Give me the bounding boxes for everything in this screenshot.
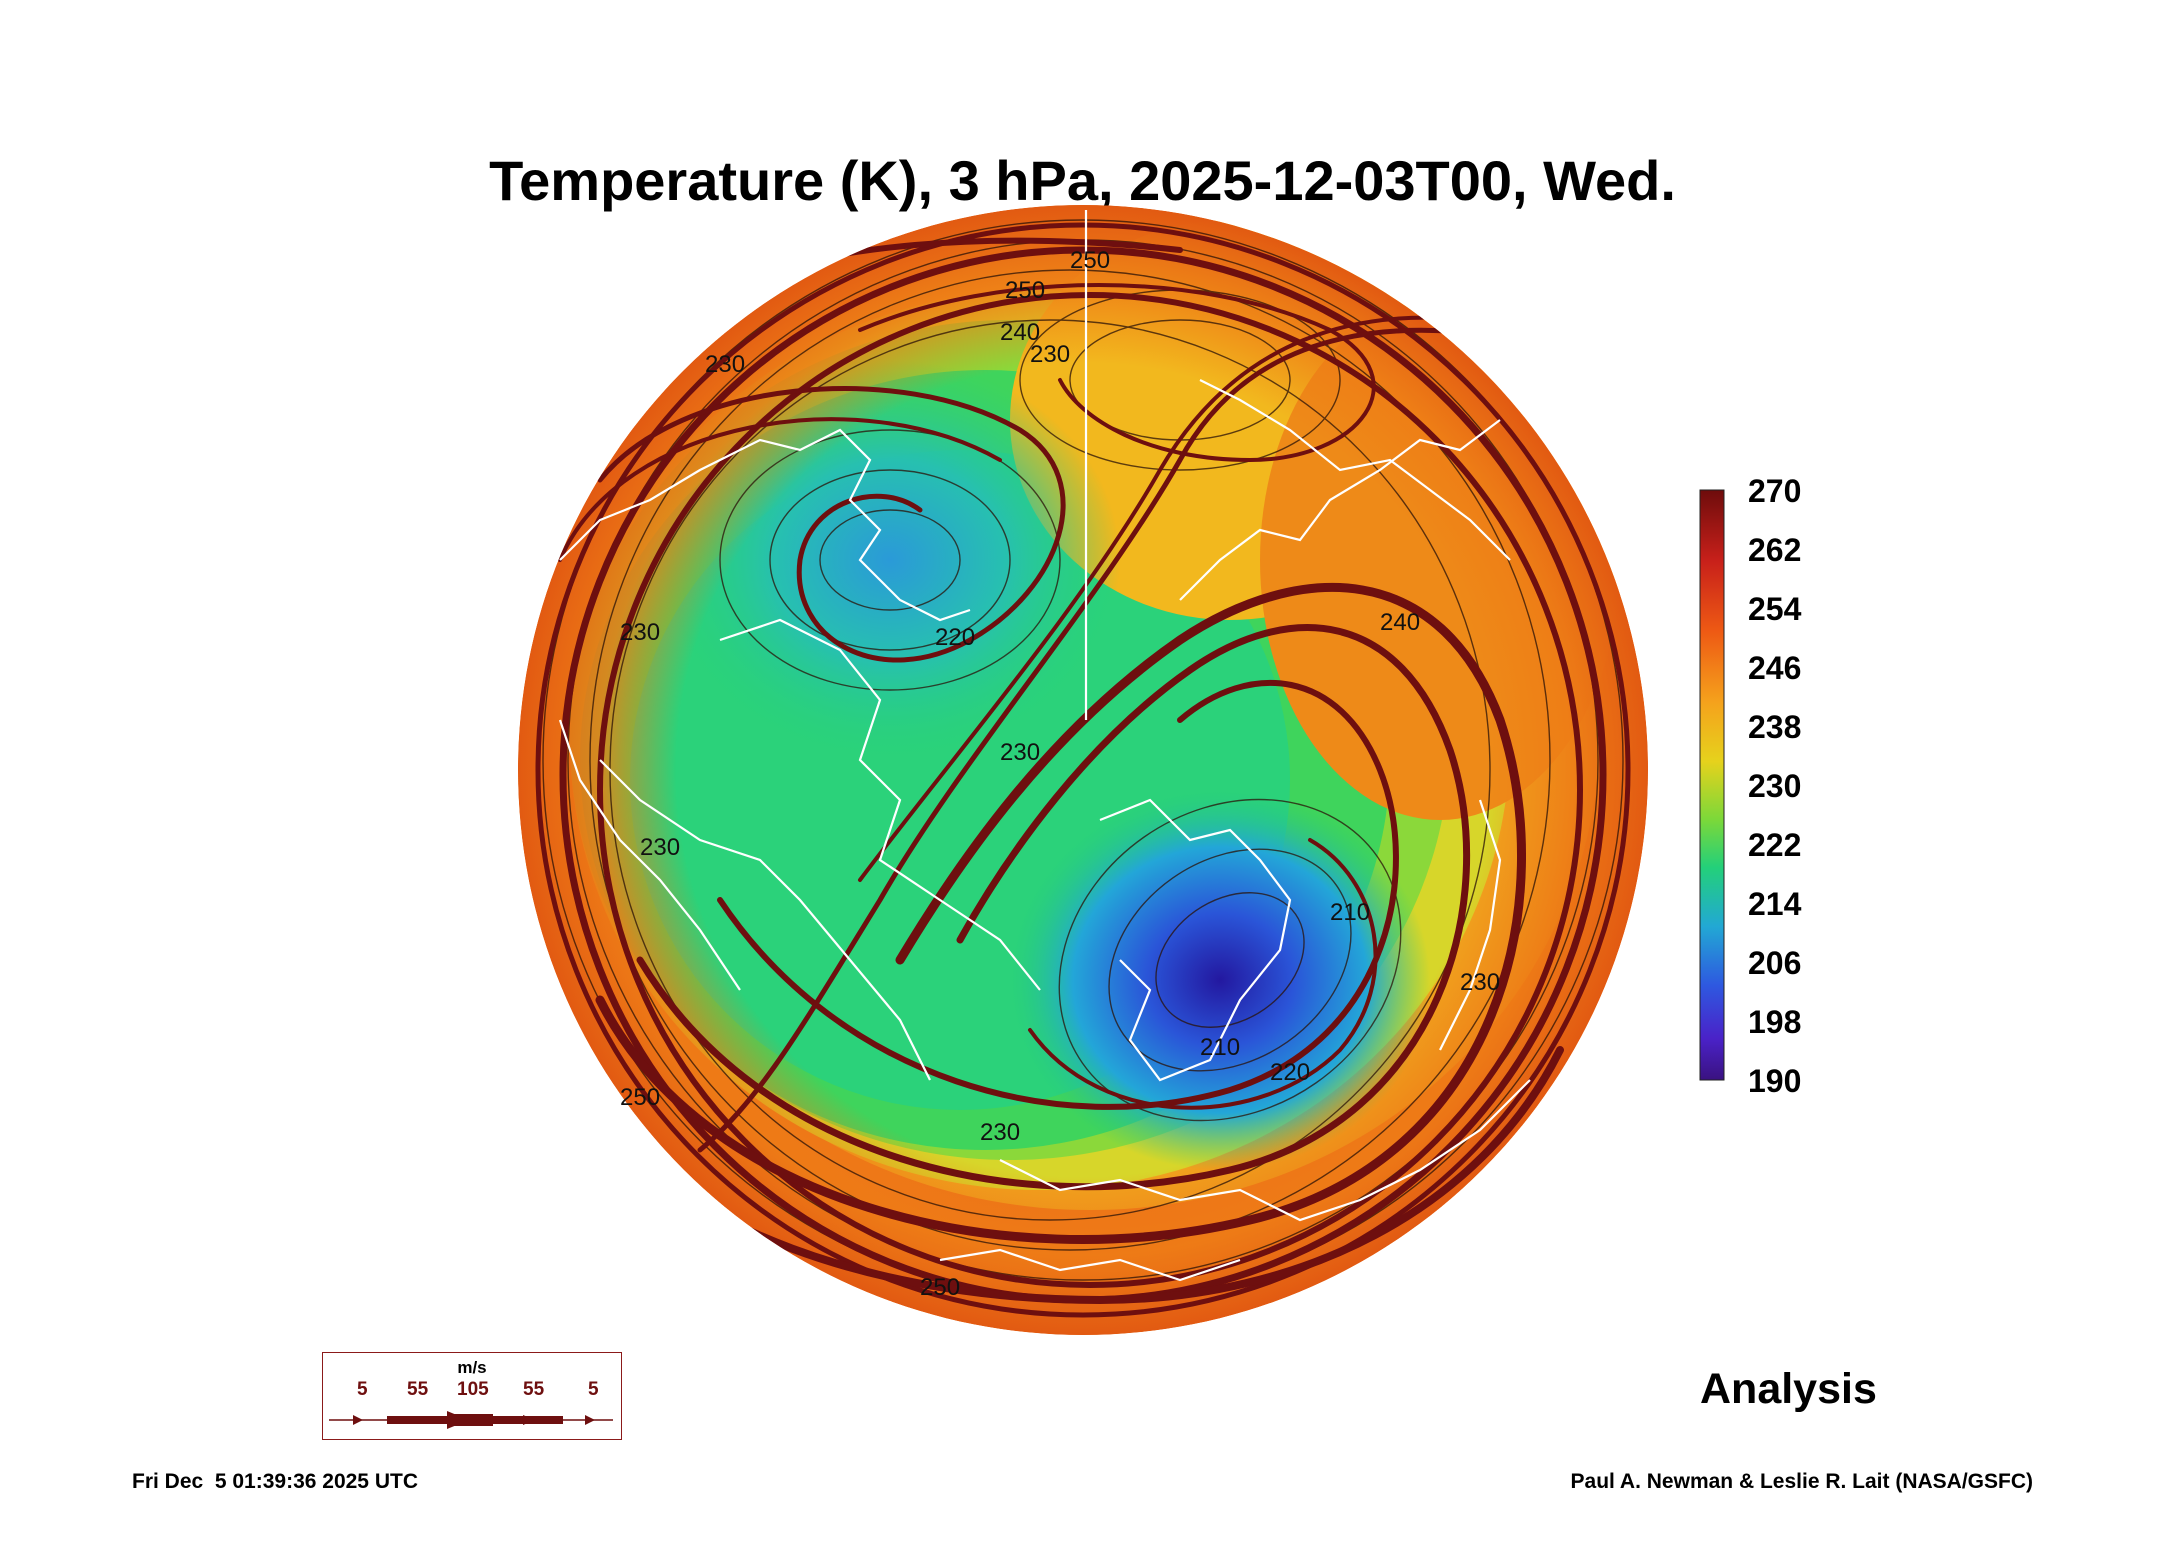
- contour-label: 230: [1030, 341, 1070, 368]
- colorbar-tick-label: 222: [1748, 827, 1802, 863]
- timestamp: Fri Dec 5 01:39:36 2025 UTC: [132, 1470, 418, 1493]
- contour-label: 210: [1200, 1034, 1240, 1061]
- colorbar-tick-label: 238: [1748, 709, 1802, 745]
- analysis-label: Analysis: [1700, 1365, 1877, 1413]
- colorbar-tick-label: 270: [1748, 473, 1802, 509]
- wind-legend-value: 55: [407, 1379, 429, 1400]
- wind-legend-value: 5: [588, 1379, 599, 1400]
- colorbar-tick-label: 254: [1748, 591, 1802, 627]
- colorbar: [1699, 489, 1725, 1081]
- contour-label: 220: [935, 624, 975, 651]
- colorbar-tick-label: 214: [1748, 886, 1802, 922]
- colorbar-tick-label: 230: [1748, 768, 1802, 804]
- wind-legend-value: 5: [357, 1379, 368, 1400]
- contour-label: 230: [1460, 969, 1500, 996]
- contour-label: 250: [920, 1274, 960, 1301]
- colorbar-tick-label: 262: [1748, 532, 1802, 568]
- coastlines: [558, 210, 1531, 1282]
- colorbar-tick-label: 246: [1748, 650, 1802, 686]
- contour-label: 230: [640, 834, 680, 861]
- wind-legend-value: 55: [523, 1379, 545, 1400]
- contour-label: 230: [620, 619, 660, 646]
- contour-label: 220: [1270, 1059, 1310, 1086]
- globe: [518, 205, 1648, 1335]
- wind-legend-value: 105: [457, 1379, 489, 1400]
- wind-legend-arrow: [329, 1411, 613, 1429]
- wind-speed-legend: m/s 5 55 105 55 5: [322, 1352, 622, 1440]
- colorbar-tick-label: 190: [1748, 1063, 1802, 1099]
- contour-label: 250: [620, 1084, 660, 1111]
- contour-label: 240: [1000, 319, 1040, 346]
- colorbar-tick-label: 198: [1748, 1004, 1802, 1040]
- wind-legend-unit: m/s: [457, 1358, 487, 1377]
- contour-label: 210: [1330, 899, 1370, 926]
- contour-label: 230: [1000, 739, 1040, 766]
- contour-label: 230: [705, 351, 745, 378]
- isotherm-contours: [542, 219, 1624, 1301]
- contour-label: 230: [980, 1119, 1020, 1146]
- contour-label: 240: [1380, 609, 1420, 636]
- credit: Paul A. Newman & Leslie R. Lait (NASA/GS…: [1570, 1470, 2033, 1493]
- contour-label: 250: [1070, 247, 1110, 274]
- chart-title: Temperature (K), 3 hPa, 2025-12-03T00, W…: [489, 149, 1676, 212]
- contour-label-layer: 250 250 240 230 230 230 230 220 230 240 …: [620, 247, 1500, 1301]
- contour-label: 250: [1005, 277, 1045, 304]
- colorbar-tick-label: 206: [1748, 945, 1802, 981]
